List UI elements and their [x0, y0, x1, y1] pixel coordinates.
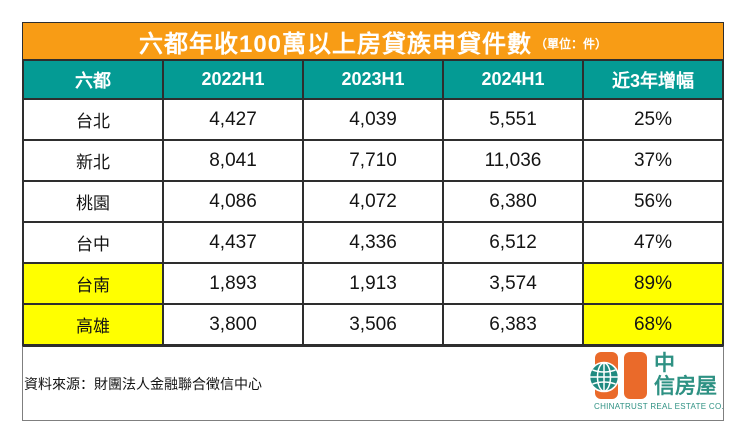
cell-growth: 56% — [583, 181, 723, 222]
cell-2023h1: 3,506 — [303, 304, 443, 345]
column-header-2022h1: 2022H1 — [163, 60, 303, 99]
cell-city-highlighted: 台南 — [23, 263, 163, 304]
data-source-label: 資料來源：財團法人金融聯合徵信中心 — [24, 375, 262, 392]
cell-city: 新北 — [23, 140, 163, 181]
cell-2024h1: 11,036 — [443, 140, 583, 181]
logo-cn-line2: 信房屋 — [654, 375, 717, 398]
logo-top: 中 信房屋 — [588, 352, 722, 399]
cell-2024h1: 6,512 — [443, 222, 583, 263]
cell-city: 台中 — [23, 222, 163, 263]
chinatrust-logo-icon — [588, 352, 648, 399]
cell-2022h1: 1,893 — [163, 263, 303, 304]
logo-cn-line1: 中 — [654, 352, 675, 375]
column-header-2023h1: 2023H1 — [303, 60, 443, 99]
data-table: 六都 2022H1 2023H1 2024H1 近3年增幅 台北 4,427 4… — [22, 59, 724, 346]
logo-en-text: CHINATRUST REAL ESTATE CO. — [594, 402, 725, 411]
cell-growth: 25% — [583, 99, 723, 140]
column-header-growth: 近3年增幅 — [583, 60, 723, 99]
chinatrust-logo: 中 信房屋 CHINATRUST REAL ESTATE CO. — [588, 352, 725, 411]
cell-2022h1: 4,086 — [163, 181, 303, 222]
cell-city: 桃園 — [23, 181, 163, 222]
cell-growth-highlighted: 68% — [583, 304, 723, 345]
cell-2022h1: 4,437 — [163, 222, 303, 263]
title-banner: 六都年收100萬以上房貸族申貸件數 （單位：件） — [22, 22, 724, 59]
cell-2024h1: 3,574 — [443, 263, 583, 304]
cell-2023h1: 4,072 — [303, 181, 443, 222]
cell-2023h1: 1,913 — [303, 263, 443, 304]
cell-2024h1: 6,383 — [443, 304, 583, 345]
cell-city: 台北 — [23, 99, 163, 140]
cell-growth: 47% — [583, 222, 723, 263]
cell-2024h1: 6,380 — [443, 181, 583, 222]
cell-2022h1: 4,427 — [163, 99, 303, 140]
cell-city-highlighted: 高雄 — [23, 304, 163, 345]
logo-cn-text: 中 信房屋 — [654, 352, 717, 398]
unit-label: （單位：件） — [535, 36, 608, 51]
cell-2022h1: 3,800 — [163, 304, 303, 345]
footer-box: 資料來源：財團法人金融聯合徵信中心 — [22, 346, 724, 421]
cell-2023h1: 4,039 — [303, 99, 443, 140]
cell-2023h1: 4,336 — [303, 222, 443, 263]
column-header-2024h1: 2024H1 — [443, 60, 583, 99]
column-header-city: 六都 — [23, 60, 163, 99]
cell-2023h1: 7,710 — [303, 140, 443, 181]
page-title: 六都年收100萬以上房貸族申貸件數 — [138, 30, 533, 58]
cell-growth-highlighted: 89% — [583, 263, 723, 304]
cell-growth: 37% — [583, 140, 723, 181]
cell-2024h1: 5,551 — [443, 99, 583, 140]
cell-2022h1: 8,041 — [163, 140, 303, 181]
table-board: 六都年收100萬以上房貸族申貸件數 （單位：件） 六都 2022H1 2023H… — [22, 22, 724, 421]
logo-bar-right-icon — [624, 352, 647, 399]
globe-icon — [588, 361, 620, 393]
